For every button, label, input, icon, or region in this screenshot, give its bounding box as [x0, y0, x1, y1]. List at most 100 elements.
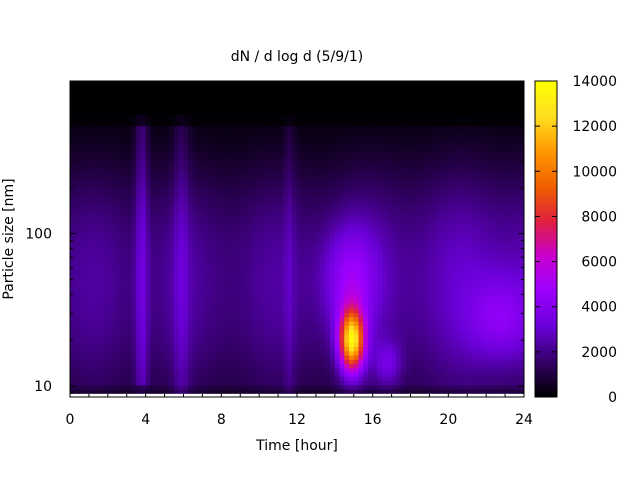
heatmap-cell: [188, 388, 194, 394]
heatmap-cell: [140, 278, 147, 284]
heatmap-cell: [311, 299, 317, 305]
heatmap-cell: [88, 320, 95, 326]
heatmap-cell: [301, 117, 308, 122]
heatmap-cell: [278, 367, 284, 373]
heatmap-cell: [235, 257, 241, 263]
heatmap-cell: [136, 371, 142, 377]
heatmap-cell: [192, 227, 199, 233]
heatmap-cell: [244, 172, 251, 178]
heatmap-cell: [70, 231, 76, 237]
heatmap-cell: [396, 320, 402, 326]
heatmap-cell: [221, 172, 227, 178]
heatmap-cell: [84, 240, 90, 246]
heatmap-cell: [311, 117, 317, 122]
heatmap-cell: [211, 231, 218, 237]
heatmap-cell: [207, 206, 213, 212]
heatmap-cell: [401, 388, 407, 394]
heatmap-cell: [169, 299, 175, 305]
heatmap-cell: [386, 253, 393, 258]
heatmap-cell: [334, 329, 341, 335]
heatmap-cell: [159, 388, 166, 394]
heatmap-cell: [112, 202, 118, 207]
heatmap-cell: [386, 359, 393, 365]
heatmap-cell: [405, 325, 412, 331]
heatmap-cell: [103, 376, 109, 382]
heatmap-cell: [349, 223, 355, 229]
heatmap-cell: [315, 151, 322, 156]
heatmap-cell: [178, 210, 185, 216]
heatmap-cell: [386, 384, 393, 390]
heatmap-cell: [401, 308, 407, 314]
heatmap-cell: [230, 240, 237, 246]
heatmap-cell: [84, 236, 90, 241]
heatmap-cell: [159, 185, 166, 190]
heatmap-cell: [216, 168, 222, 173]
heatmap-cell: [353, 214, 360, 220]
heatmap-cell: [117, 308, 123, 314]
heatmap-cell: [287, 223, 293, 229]
heatmap-cell: [126, 291, 133, 297]
heatmap-cell: [84, 129, 90, 135]
heatmap-cell: [325, 163, 331, 169]
heatmap-cell: [320, 185, 326, 190]
heatmap-cell: [192, 291, 199, 297]
heatmap-cell: [188, 236, 194, 241]
heatmap-cell: [136, 274, 142, 280]
heatmap-cell: [192, 125, 199, 131]
heatmap-cell: [240, 337, 246, 343]
heatmap-cell: [311, 219, 317, 224]
heatmap-cell: [74, 257, 81, 263]
heatmap-cell: [192, 206, 199, 212]
heatmap-cell: [207, 129, 213, 135]
heatmap-cell: [216, 333, 222, 339]
heatmap-cell: [391, 346, 397, 352]
heatmap-cell: [107, 320, 114, 326]
heatmap-cell: [344, 265, 350, 271]
heatmap-cell: [221, 282, 227, 288]
heatmap-cell: [107, 223, 114, 229]
heatmap-cell: [103, 261, 109, 267]
heatmap-cell: [93, 363, 99, 369]
heatmap-cell: [155, 359, 161, 365]
heatmap-cell: [325, 168, 331, 173]
heatmap-cell: [292, 129, 298, 135]
heatmap-cell: [306, 274, 312, 280]
heatmap-cell: [183, 337, 189, 343]
heatmap-cell: [240, 320, 246, 326]
heatmap-cell: [202, 253, 208, 258]
heatmap-cell: [211, 269, 218, 275]
heatmap-cell: [396, 376, 402, 382]
heatmap-cell: [320, 125, 326, 131]
heatmap-cell: [150, 371, 156, 377]
heatmap-cell: [107, 176, 114, 182]
heatmap-cell: [211, 295, 218, 301]
heatmap-cell: [202, 159, 208, 165]
heatmap-cell: [259, 163, 265, 169]
heatmap-cell: [188, 155, 194, 161]
heatmap-cell: [197, 193, 204, 199]
heatmap-cell: [235, 176, 241, 182]
heatmap-cell: [297, 138, 303, 144]
heatmap-cell: [315, 376, 322, 382]
heatmap-cell: [88, 185, 95, 190]
heatmap-cell: [183, 367, 189, 373]
heatmap-cell: [372, 125, 378, 131]
heatmap-cell: [301, 193, 308, 199]
heatmap-cell: [84, 286, 90, 292]
heatmap-cell: [174, 176, 180, 182]
heatmap-cell: [126, 269, 133, 275]
heatmap-cell: [372, 350, 378, 356]
heatmap-cell: [202, 350, 208, 356]
heatmap-cell: [197, 240, 204, 246]
heatmap-cell: [249, 185, 256, 190]
heatmap-cell: [372, 337, 378, 343]
heatmap-cell: [192, 197, 199, 203]
heatmap-cell: [396, 265, 402, 271]
heatmap-cell: [244, 151, 251, 156]
heatmap-cell: [178, 176, 185, 182]
heatmap-cell: [202, 312, 208, 318]
heatmap-cell: [145, 329, 151, 335]
heatmap-cell: [98, 295, 104, 301]
heatmap-cell: [401, 155, 407, 161]
heatmap-cell: [150, 380, 156, 386]
